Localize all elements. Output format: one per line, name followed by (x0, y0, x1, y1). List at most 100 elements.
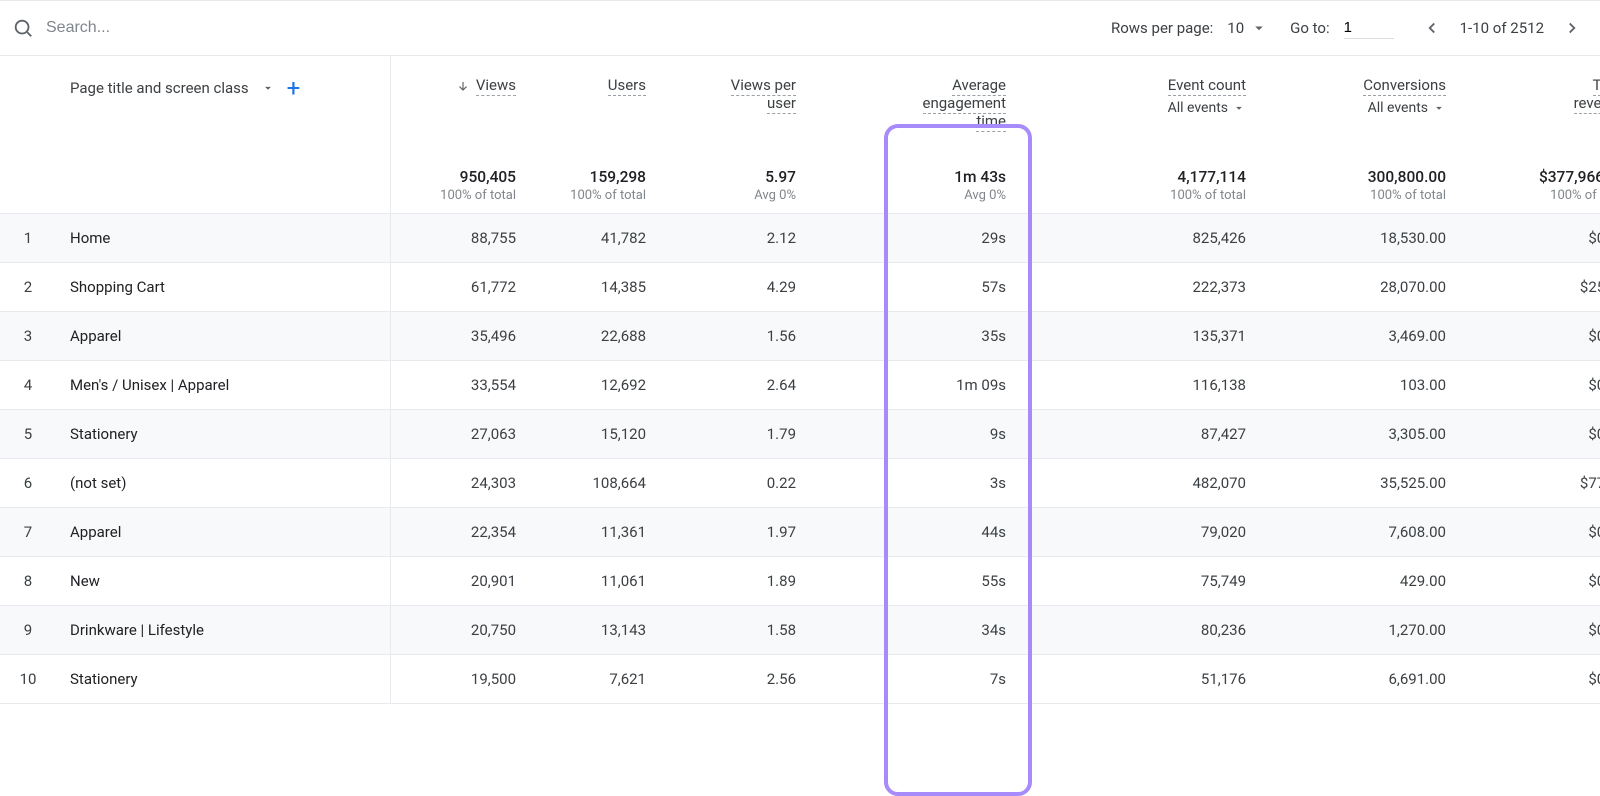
row-index: 6 (0, 459, 56, 508)
row-vpu: 2.56 (660, 655, 810, 704)
row-index: 9 (0, 606, 56, 655)
header-conv-label: Conversions (1363, 76, 1446, 96)
row-rev: $0.00 (1460, 361, 1600, 410)
row-gap (810, 214, 850, 263)
chevron-down-icon[interactable] (261, 81, 275, 95)
row-vpu: 2.12 (660, 214, 810, 263)
pager-prev-button[interactable] (1416, 12, 1448, 44)
row-conv: 1,270.00 (1260, 606, 1460, 655)
row-ec: 75,749 (1060, 557, 1260, 606)
header-avg-engagement[interactable]: Average engagement time (850, 56, 1020, 138)
row-name[interactable]: Home (56, 214, 390, 263)
table-toolbar: Rows per page: 10 Go to: 1-10 of 2512 (0, 0, 1600, 56)
header-users[interactable]: Users (530, 56, 660, 138)
search-icon (12, 17, 34, 39)
row-conv: 7,608.00 (1260, 508, 1460, 557)
row-name[interactable]: Stationery (56, 410, 390, 459)
row-views: 20,750 (390, 606, 530, 655)
sum-ec: 4,177,114100% of total (1060, 138, 1260, 214)
row-conv: 28,070.00 (1260, 263, 1460, 312)
row-conv: 18,530.00 (1260, 214, 1460, 263)
sum-gap2 (1020, 138, 1060, 214)
row-vpu: 1.79 (660, 410, 810, 459)
row-users: 41,782 (530, 214, 660, 263)
row-users: 11,061 (530, 557, 660, 606)
data-table: Page title and screen class + Views User… (0, 56, 1600, 704)
row-users: 108,664 (530, 459, 660, 508)
header-views[interactable]: Views (390, 56, 530, 138)
row-index: 1 (0, 214, 56, 263)
row-views: 35,496 (390, 312, 530, 361)
chevron-down-icon (1250, 19, 1268, 37)
row-users: 12,692 (530, 361, 660, 410)
row-gap (810, 655, 850, 704)
row-aet: 35s (850, 312, 1020, 361)
header-total-revenue[interactable]: Total revenue (1460, 56, 1600, 138)
header-rev-l1: Total (1593, 76, 1600, 96)
row-name[interactable]: (not set) (56, 459, 390, 508)
row-users: 14,385 (530, 263, 660, 312)
row-users: 15,120 (530, 410, 660, 459)
row-gap2 (1020, 410, 1060, 459)
sum-users: 159,298100% of total (530, 138, 660, 214)
row-name[interactable]: Apparel (56, 508, 390, 557)
conversions-filter[interactable]: All events (1274, 100, 1446, 116)
row-vpu: 4.29 (660, 263, 810, 312)
rows-per-page-select[interactable]: 10 (1227, 19, 1268, 37)
row-gap2 (1020, 312, 1060, 361)
row-conv: 6,691.00 (1260, 655, 1460, 704)
row-gap2 (1020, 263, 1060, 312)
header-users-label: Users (608, 76, 646, 96)
row-vpu: 1.97 (660, 508, 810, 557)
row-views: 22,354 (390, 508, 530, 557)
header-views-per-user[interactable]: Views per user (660, 56, 810, 138)
rows-per-page: Rows per page: 10 (1111, 19, 1268, 37)
row-gap (810, 263, 850, 312)
row-ec: 482,070 (1060, 459, 1260, 508)
row-name[interactable]: Stationery (56, 655, 390, 704)
dimension-label[interactable]: Page title and screen class (70, 79, 249, 97)
row-name[interactable]: Apparel (56, 312, 390, 361)
row-users: 7,621 (530, 655, 660, 704)
row-views: 27,063 (390, 410, 530, 459)
row-conv: 3,305.00 (1260, 410, 1460, 459)
row-aet: 3s (850, 459, 1020, 508)
sum-gap (810, 138, 850, 214)
header-vpu-l2: user (767, 94, 796, 114)
row-views: 24,303 (390, 459, 530, 508)
row-gap2 (1020, 459, 1060, 508)
row-name[interactable]: Drinkware | Lifestyle (56, 606, 390, 655)
search-input[interactable] (46, 19, 346, 37)
header-event-count[interactable]: Event count All events (1060, 56, 1260, 138)
row-name[interactable]: New (56, 557, 390, 606)
header-conversions[interactable]: Conversions All events (1260, 56, 1460, 138)
row-ec: 80,236 (1060, 606, 1260, 655)
row-vpu: 2.64 (660, 361, 810, 410)
event-count-filter[interactable]: All events (1074, 100, 1246, 116)
row-index: 5 (0, 410, 56, 459)
rows-per-page-value: 10 (1227, 19, 1244, 37)
row-aet: 57s (850, 263, 1020, 312)
event-count-filter-label: All events (1168, 100, 1228, 116)
row-gap (810, 459, 850, 508)
row-users: 11,361 (530, 508, 660, 557)
row-aet: 55s (850, 557, 1020, 606)
sum-vpu: 5.97Avg 0% (660, 138, 810, 214)
row-views: 33,554 (390, 361, 530, 410)
add-dimension-button[interactable]: + (287, 76, 301, 100)
rows-per-page-label: Rows per page: (1111, 19, 1213, 37)
goto-input[interactable] (1344, 17, 1394, 39)
header-gap (810, 56, 850, 138)
row-name[interactable]: Shopping Cart (56, 263, 390, 312)
row-gap (810, 557, 850, 606)
pager-range: 1-10 of 2512 (1452, 19, 1552, 37)
sum-views: 950,405100% of total (390, 138, 530, 214)
row-gap (810, 606, 850, 655)
row-aet: 9s (850, 410, 1020, 459)
row-views: 61,772 (390, 263, 530, 312)
row-gap (810, 410, 850, 459)
sum-conv: 300,800.00100% of total (1260, 138, 1460, 214)
pager-next-button[interactable] (1556, 12, 1588, 44)
row-name[interactable]: Men's / Unisex | Apparel (56, 361, 390, 410)
header-blank (0, 56, 56, 138)
